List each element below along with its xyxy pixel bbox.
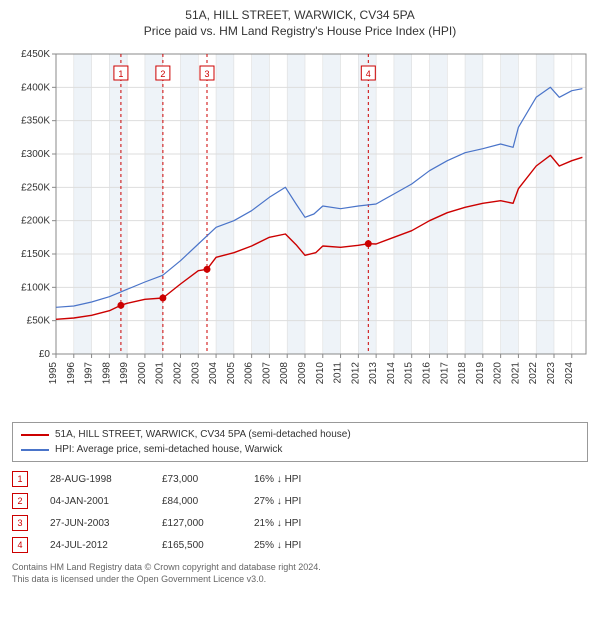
svg-text:2019: 2019: [475, 362, 486, 385]
legend-row: 51A, HILL STREET, WARWICK, CV34 5PA (sem…: [21, 427, 579, 442]
svg-text:2003: 2003: [190, 362, 201, 385]
svg-text:2020: 2020: [493, 362, 504, 385]
event-price: £165,500: [162, 540, 232, 551]
svg-text:4: 4: [366, 69, 371, 79]
svg-text:1997: 1997: [84, 362, 95, 385]
svg-text:£200K: £200K: [21, 216, 50, 227]
svg-text:2006: 2006: [244, 362, 255, 385]
event-date: 04-JAN-2001: [50, 496, 140, 507]
svg-text:2000: 2000: [137, 362, 148, 385]
svg-text:2011: 2011: [333, 362, 344, 384]
svg-text:2016: 2016: [421, 362, 432, 385]
svg-text:2021: 2021: [510, 362, 521, 385]
event-date: 24-JUL-2012: [50, 540, 140, 551]
svg-text:£350K: £350K: [21, 116, 50, 127]
footer-line1: Contains HM Land Registry data © Crown c…: [12, 562, 588, 574]
svg-text:2007: 2007: [261, 362, 272, 385]
svg-text:1999: 1999: [119, 362, 130, 385]
svg-text:£450K: £450K: [21, 49, 50, 60]
svg-text:£0: £0: [39, 349, 51, 360]
legend: 51A, HILL STREET, WARWICK, CV34 5PA (sem…: [12, 422, 588, 462]
event-price: £73,000: [162, 474, 232, 485]
svg-text:1996: 1996: [66, 362, 77, 385]
svg-text:2009: 2009: [297, 362, 308, 385]
event-number-icon: 1: [12, 471, 28, 487]
price-chart: £0 £50K £100K £150K £200K £250K £300K £350K £400…: [8, 44, 592, 414]
events-table: 1 28-AUG-1998 £73,000 16% ↓ HPI 2 04-JAN-2001…: [12, 468, 588, 556]
event-number-icon: 2: [12, 493, 28, 509]
event-number-icon: 3: [12, 515, 28, 531]
svg-text:1998: 1998: [101, 362, 112, 385]
svg-text:2008: 2008: [279, 362, 290, 385]
event-delta: 25% ↓ HPI: [254, 540, 344, 551]
svg-text:£150K: £150K: [21, 249, 50, 260]
svg-text:2023: 2023: [546, 362, 557, 385]
svg-text:£400K: £400K: [21, 82, 50, 93]
svg-text:£50K: £50K: [27, 316, 51, 327]
event-date: 27-JUN-2003: [50, 518, 140, 529]
svg-text:2001: 2001: [155, 362, 166, 385]
chart-header: 51A, HILL STREET, WARWICK, CV34 5PA Pric…: [8, 8, 592, 38]
event-row: 1 28-AUG-1998 £73,000 16% ↓ HPI: [12, 468, 588, 490]
svg-text:2013: 2013: [368, 362, 379, 385]
svg-text:£100K: £100K: [21, 282, 50, 293]
svg-text:2005: 2005: [226, 362, 237, 385]
svg-text:2010: 2010: [315, 362, 326, 385]
event-row: 4 24-JUL-2012 £165,500 25% ↓ HPI: [12, 534, 588, 556]
svg-text:2014: 2014: [386, 362, 397, 385]
chart-area: £0 £50K £100K £150K £200K £250K £300K £350K £400…: [8, 44, 592, 414]
svg-text:2004: 2004: [208, 362, 219, 385]
svg-text:1995: 1995: [48, 362, 59, 385]
legend-label: HPI: Average price, semi-detached house,…: [55, 442, 282, 457]
svg-text:1: 1: [118, 69, 123, 79]
footer-attribution: Contains HM Land Registry data © Crown c…: [12, 562, 588, 585]
svg-text:£250K: £250K: [21, 182, 50, 193]
svg-text:2015: 2015: [404, 362, 415, 385]
event-row: 3 27-JUN-2003 £127,000 21% ↓ HPI: [12, 512, 588, 534]
footer-line2: This data is licensed under the Open Gov…: [12, 574, 588, 586]
event-delta: 16% ↓ HPI: [254, 474, 344, 485]
legend-row: HPI: Average price, semi-detached house,…: [21, 442, 579, 457]
svg-text:2017: 2017: [439, 362, 450, 385]
event-price: £127,000: [162, 518, 232, 529]
event-price: £84,000: [162, 496, 232, 507]
svg-text:2022: 2022: [528, 362, 539, 385]
svg-text:2018: 2018: [457, 362, 468, 385]
event-date: 28-AUG-1998: [50, 474, 140, 485]
legend-label: 51A, HILL STREET, WARWICK, CV34 5PA (sem…: [55, 427, 351, 442]
legend-swatch: [21, 449, 49, 451]
svg-text:2024: 2024: [564, 362, 575, 385]
title-line1: 51A, HILL STREET, WARWICK, CV34 5PA: [8, 8, 592, 22]
event-row: 2 04-JAN-2001 £84,000 27% ↓ HPI: [12, 490, 588, 512]
svg-text:2012: 2012: [350, 362, 361, 385]
title-line2: Price paid vs. HM Land Registry's House …: [8, 24, 592, 38]
svg-text:2: 2: [160, 69, 165, 79]
event-number-icon: 4: [12, 537, 28, 553]
svg-text:3: 3: [204, 69, 209, 79]
legend-swatch: [21, 434, 49, 436]
event-delta: 27% ↓ HPI: [254, 496, 344, 507]
event-delta: 21% ↓ HPI: [254, 518, 344, 529]
svg-text:£300K: £300K: [21, 149, 50, 160]
svg-text:2002: 2002: [172, 362, 183, 385]
